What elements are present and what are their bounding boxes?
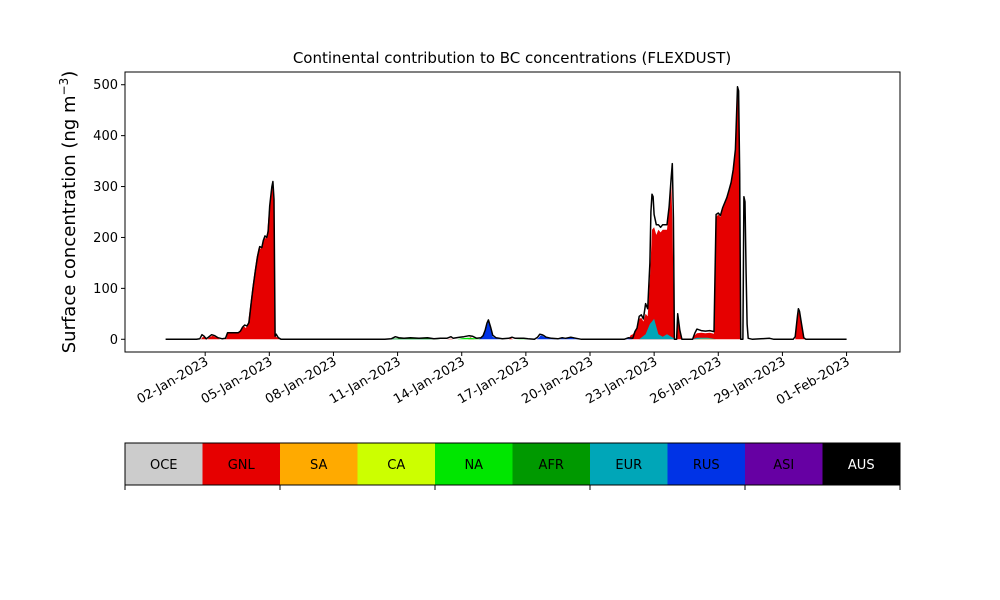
legend-swatch-gnl	[202, 443, 280, 485]
total-outline-line	[165, 86, 847, 341]
legend-swatch-oce	[125, 443, 203, 485]
y-axis-label-close: )	[59, 71, 80, 78]
legend-label-rus: RUS	[693, 458, 720, 473]
legend-label-asi: ASI	[773, 458, 794, 473]
y-axis-label-text: Surface concentration (ng m	[59, 95, 80, 353]
y-tick-label-400: 400	[93, 129, 118, 144]
legend-label-sa: SA	[310, 458, 327, 473]
legend-bar-frame	[124, 442, 901, 486]
y-tick-label-200: 200	[93, 231, 118, 246]
plot-frame	[124, 71, 901, 353]
legend-swatch-asi	[745, 443, 823, 485]
y-tick-label-500: 500	[93, 78, 118, 93]
y-tick-label-100: 100	[93, 282, 118, 297]
legend-label-oce: OCE	[150, 458, 178, 473]
outline-layer	[165, 86, 847, 341]
legend-label-eur: EUR	[615, 458, 642, 473]
legend-bar: OCE GNL SA CA NA AFR EUR RUS ASI AUS	[124, 442, 901, 490]
legend-label-afr: AFR	[539, 458, 564, 473]
plot-area	[165, 86, 847, 341]
legend-swatch-sa	[280, 443, 358, 485]
legend-swatch-rus	[667, 443, 745, 485]
y-axis-label-superscript: −3	[57, 78, 71, 96]
y-tick-label-0: 0	[110, 333, 118, 348]
legend-swatch-ca	[357, 443, 435, 485]
legend-label-gnl: GNL	[228, 458, 256, 473]
legend-label-aus: AUS	[848, 458, 875, 473]
legend-swatch-na	[435, 443, 513, 485]
legend-label-na: NA	[464, 458, 483, 473]
y-axis-label: Surface concentration (ng m−3)	[57, 71, 80, 354]
legend-swatch-eur	[590, 443, 668, 485]
legend-swatch-aus	[822, 443, 900, 485]
legend-swatch-afr	[512, 443, 590, 485]
legend-label-ca: CA	[387, 458, 405, 473]
y-tick-label-300: 300	[93, 180, 118, 195]
y-axis: 0 100 200 300 400 500	[93, 78, 125, 348]
chart-title: Continental contribution to BC concentra…	[293, 49, 731, 67]
